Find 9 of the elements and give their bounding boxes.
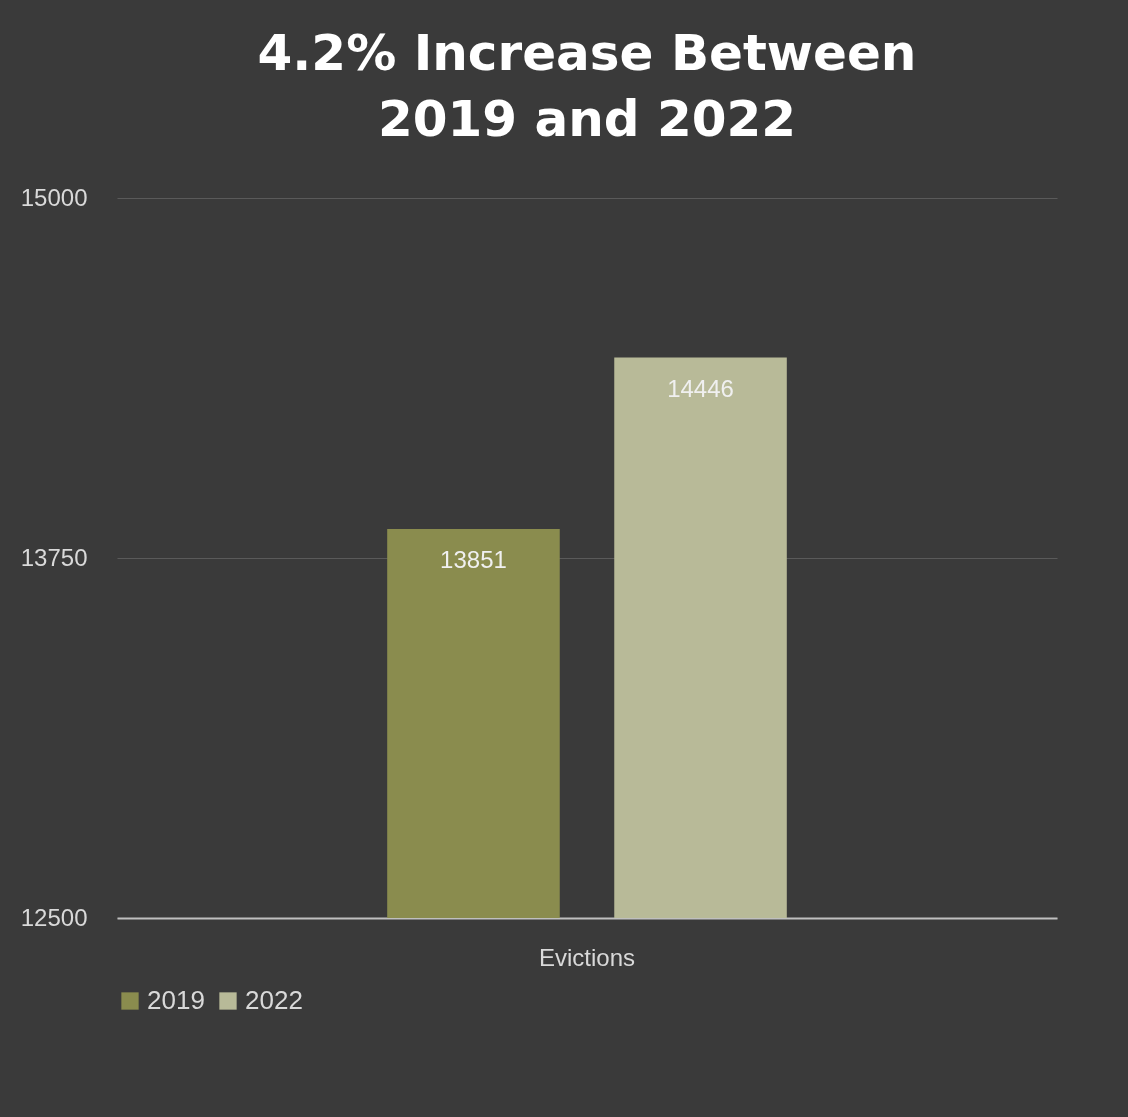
y-tick-label: 15000 xyxy=(20,183,88,211)
y-tick-label: 12500 xyxy=(20,903,88,931)
legend-label: 2019 xyxy=(147,985,205,1015)
data-label: 14446 xyxy=(667,374,734,402)
chart-title: 4.2% Increase Between 2019 and 2022 xyxy=(257,24,917,148)
data-label: 13851 xyxy=(440,545,507,573)
x-tick-label: Evictions xyxy=(538,943,636,971)
y-tick-label: 13750 xyxy=(20,543,88,571)
legend-label: 2022 xyxy=(245,985,303,1015)
